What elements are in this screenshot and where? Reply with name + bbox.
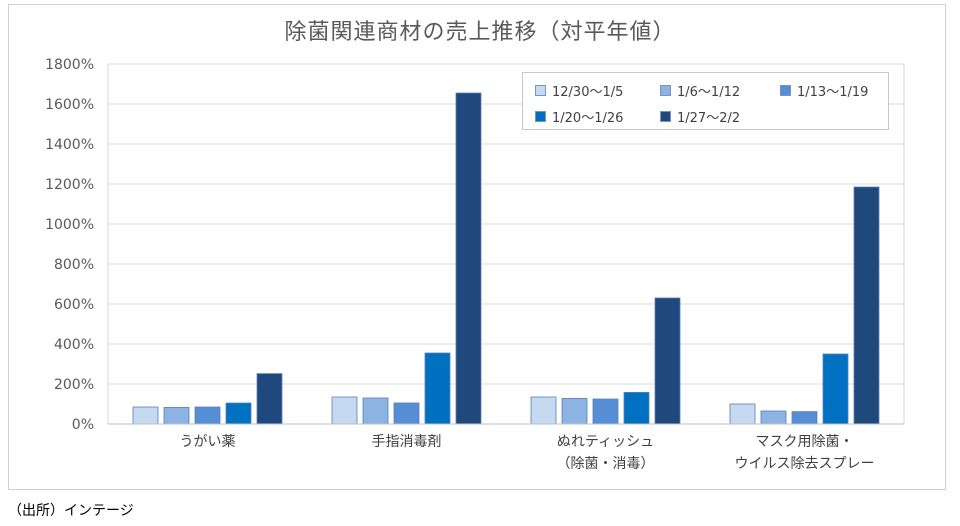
bar [163, 406, 190, 425]
y-tick-label: 800% [54, 257, 94, 273]
legend-item: 1/6～1/12 [660, 81, 740, 100]
legend: 12/30～1/5 1/6～1/12 1/13～1/19 1/20～1/26 1/27～… [522, 72, 889, 130]
x-category-label: （除菌・消毒） [557, 456, 655, 472]
y-tick-label: 1000% [45, 217, 94, 233]
x-category-label: ぬれティッシュ [557, 434, 654, 450]
x-category-label: 手指消毒剤 [372, 434, 442, 450]
bar [654, 297, 681, 425]
bar [225, 402, 252, 425]
bar [822, 353, 849, 425]
bar [362, 397, 389, 425]
bar [194, 406, 221, 425]
legend-swatch [535, 85, 546, 96]
legend-label: 1/6～1/12 [677, 85, 741, 100]
bar [331, 396, 358, 425]
bar [561, 397, 588, 425]
bar [729, 403, 756, 425]
legend-label: 1/27～2/2 [677, 111, 741, 126]
y-tick-label: 1400% [45, 137, 94, 153]
bar [853, 186, 880, 425]
y-tick-label: 400% [54, 337, 94, 353]
y-tick-label: 0% [72, 417, 94, 433]
x-category-label: うがい薬 [180, 434, 236, 450]
bar [256, 373, 283, 425]
x-category-label: ウイルス除去スプレー [735, 456, 875, 472]
legend-item: 1/27～2/2 [660, 107, 740, 126]
legend-item: 1/13～1/19 [780, 81, 868, 100]
y-tick-label: 1800% [45, 57, 94, 73]
bar [592, 398, 619, 425]
bar [455, 92, 482, 425]
bar [623, 391, 650, 425]
bar [760, 410, 787, 425]
legend-label: 12/30～1/5 [552, 85, 624, 100]
chart-title: 除菌関連商材の売上推移（対平年値） [284, 20, 676, 45]
y-tick-label: 1600% [45, 97, 94, 113]
bar [424, 352, 451, 425]
bar [791, 411, 818, 425]
legend-swatch [660, 111, 671, 122]
bar [132, 406, 159, 425]
y-tick-label: 200% [54, 377, 94, 393]
legend-swatch [535, 111, 546, 122]
legend-label: 1/13～1/19 [797, 85, 869, 100]
legend-item: 12/30～1/5 [535, 81, 623, 100]
legend-swatch [780, 85, 791, 96]
legend-swatch [660, 85, 671, 96]
x-category-label: マスク用除菌・ [756, 434, 854, 450]
legend-label: 1/20～1/26 [552, 111, 624, 126]
bar [530, 396, 557, 425]
y-tick-label: 1200% [45, 177, 94, 193]
legend-item: 1/20～1/26 [535, 107, 623, 126]
source-note: （出所）インテージ [8, 503, 134, 519]
y-tick-label: 600% [54, 297, 94, 313]
bar [393, 402, 420, 425]
